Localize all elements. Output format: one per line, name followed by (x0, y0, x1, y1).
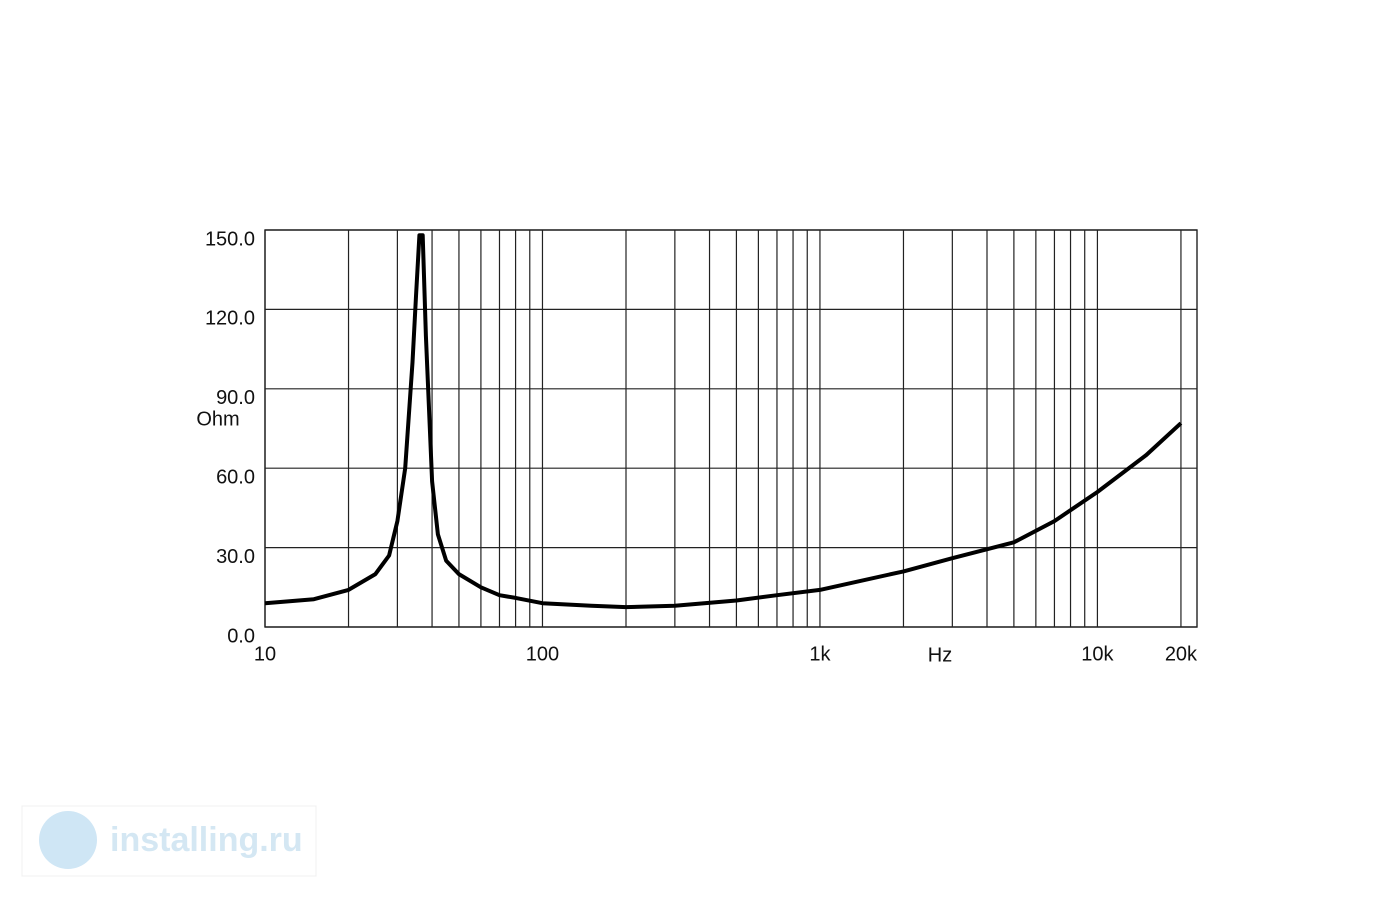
y-tick-label: 0.0 (227, 625, 255, 647)
y-tick-label: 120.0 (205, 308, 255, 330)
plot-frame (264, 229, 1198, 628)
y-axis-label: Ohm (196, 408, 239, 430)
y-tick-label: 90.0 (216, 387, 255, 409)
x-tick-label: 1k (809, 643, 831, 665)
x-tick-label: 100 (526, 643, 559, 665)
x-axis-label: Hz (928, 644, 952, 666)
y-tick-label: 30.0 (216, 546, 255, 568)
watermark: installing.ru (110, 821, 303, 859)
y-tick-label: 60.0 (216, 466, 255, 488)
impedance-curve (264, 233, 1183, 610)
x-tick-label: 10k (1081, 643, 1114, 665)
x-tick-label: 20k (1165, 643, 1198, 665)
x-tick-label: 10 (254, 643, 276, 665)
watermark-logo (39, 811, 97, 869)
y-tick-label: 150.0 (205, 228, 255, 250)
